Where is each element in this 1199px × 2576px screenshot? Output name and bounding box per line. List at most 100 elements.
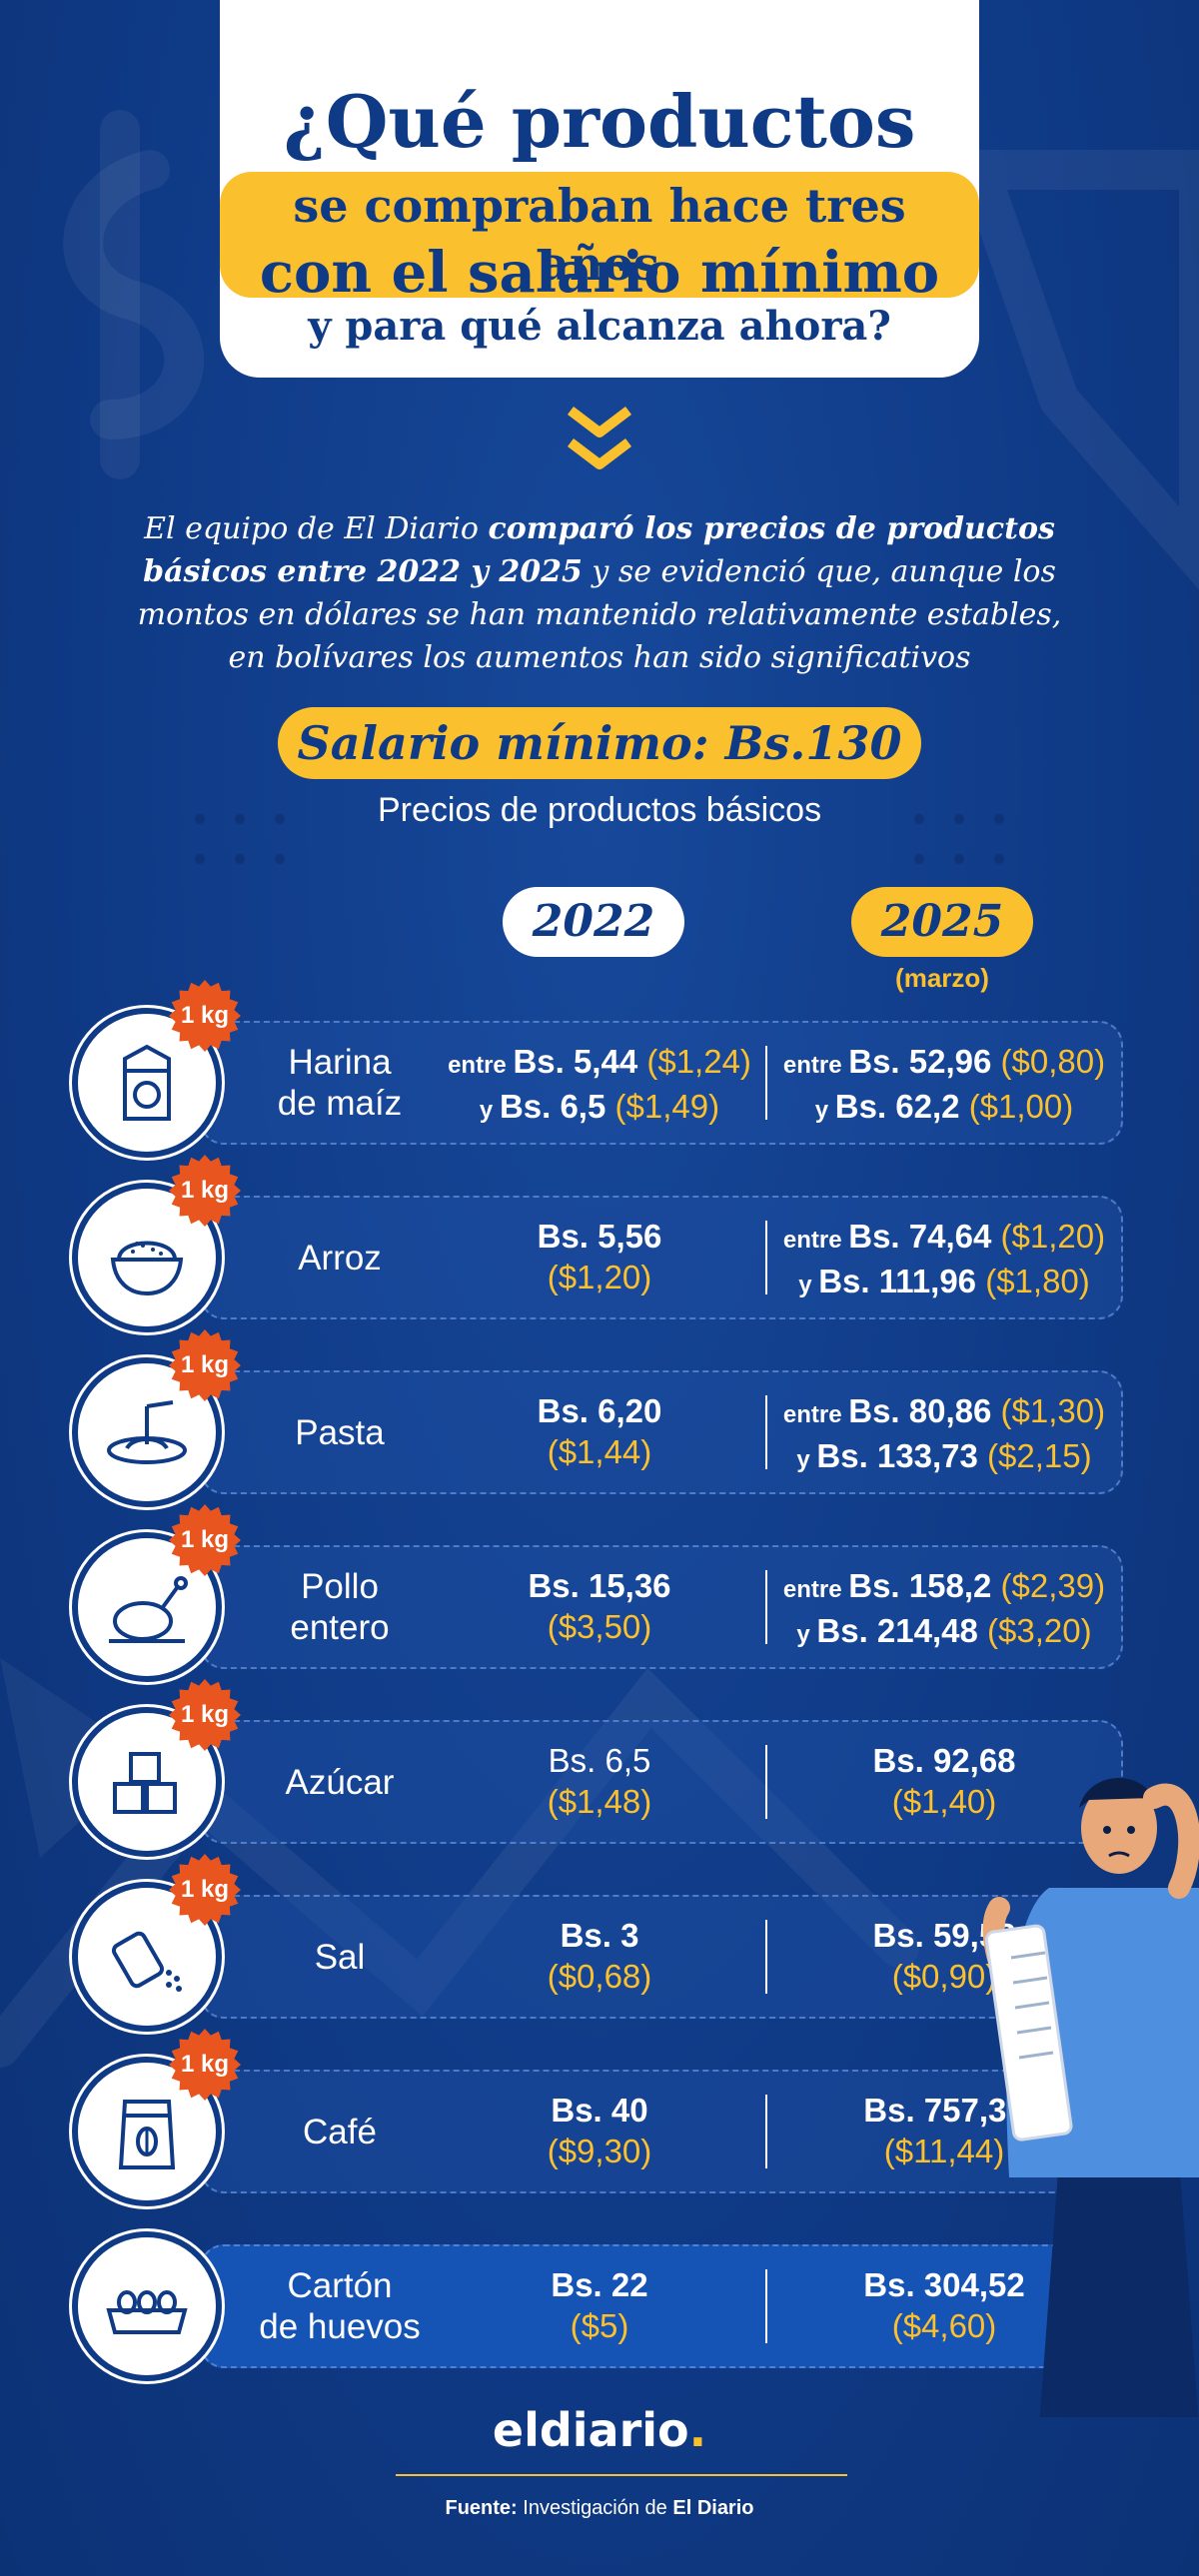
price-dollars: ($2,15) <box>987 1437 1092 1474</box>
price-2025: entre Bs. 158,2 ($2,39) y Bs. 214,48 ($3,… <box>769 1565 1119 1655</box>
price-bolivares: Bs. 757,32 <box>863 2092 1025 2129</box>
price-dollars: ($1,44) <box>547 1433 652 1470</box>
weight-badge: 1 kg <box>168 2028 242 2102</box>
price-bolivares: Bs. 111,96 <box>818 1263 977 1299</box>
price-2025: Bs. 304,52 ($4,60) <box>769 2264 1119 2346</box>
title-line-2-highlight: se compraban hace tres años <box>220 172 979 298</box>
rice-bowl-icon <box>110 1241 184 1296</box>
product-icon-circle <box>72 1357 222 1507</box>
source-label: Fuente: <box>445 2497 518 2519</box>
product-name: Arroz <box>240 1238 440 1279</box>
price-dollars: ($1,00) <box>968 1088 1074 1125</box>
footer-divider <box>396 2474 847 2476</box>
product-row <box>200 1545 1123 1669</box>
weight-badge: 1 kg <box>168 1503 242 1577</box>
product-name-line: de maíz <box>277 1084 403 1123</box>
price-bolivares: Bs. 52,96 <box>848 1043 992 1080</box>
title-card: ¿Qué productos se compraban hace tres añ… <box>220 0 979 378</box>
price-dollars: ($0,80) <box>1000 1043 1106 1080</box>
price-dollars: ($11,44) <box>883 2133 1005 2169</box>
badge-seal-icon <box>169 1329 241 1401</box>
price-bolivares: Bs. 6,5 <box>499 1088 606 1125</box>
column-divider <box>765 1046 767 1120</box>
price-line: ($1,20) <box>440 1257 759 1297</box>
price-2022: Bs. 6,20 ($1,44) <box>440 1390 759 1472</box>
product-row <box>200 1895 1123 2019</box>
price-line: entre Bs. 5,44 ($1,24) <box>440 1041 759 1086</box>
price-2022: Bs. 3 ($0,68) <box>440 1915 759 1997</box>
price-prefix: y <box>796 1446 817 1473</box>
year-2022-pill: 2022 <box>503 887 684 957</box>
price-line: Bs. 15,36 <box>440 1565 759 1606</box>
price-2022: Bs. 15,36 ($3,50) <box>440 1565 759 1647</box>
price-line: Bs. 6,20 <box>440 1390 759 1431</box>
product-name: Sal <box>240 1937 440 1978</box>
price-prefix: y <box>479 1097 500 1124</box>
price-dollars: ($0,68) <box>547 1958 652 1995</box>
price-dollars: ($3,20) <box>987 1612 1092 1649</box>
product-name-line: Azúcar <box>285 1762 395 1802</box>
eldiario-logo: eldiario. <box>0 2403 1199 2457</box>
price-line: ($1,48) <box>440 1781 759 1822</box>
price-line: ($9,30) <box>440 2131 759 2171</box>
price-2022: entre Bs. 5,44 ($1,24) y Bs. 6,5 ($1,49) <box>440 1041 759 1131</box>
price-line: entre Bs. 74,64 ($1,20) <box>769 1216 1119 1261</box>
product-name-line: Arroz <box>298 1238 382 1278</box>
coffee-bag-icon <box>118 2100 176 2169</box>
section-subtitle: Precios de productos básicos <box>377 791 822 829</box>
weight-badge-label: 1 kg <box>180 1526 230 1553</box>
price-line: ($0,68) <box>440 1956 759 1997</box>
price-dollars: ($4,60) <box>891 2307 997 2344</box>
product-name-line: de huevos <box>259 2307 421 2346</box>
weight-badge-label: 1 kg <box>180 2051 230 2078</box>
price-line: ($0,90) <box>769 1956 1119 1997</box>
weight-badge: 1 kg <box>168 979 242 1053</box>
price-bolivares: Bs. 62,2 <box>834 1088 960 1125</box>
product-icon-circle <box>72 1008 222 1158</box>
price-dollars: ($1,49) <box>614 1088 720 1125</box>
egg-carton-icon <box>106 2290 188 2334</box>
price-bolivares: Bs. 5,56 <box>537 1218 662 1255</box>
price-dollars: ($2,39) <box>1000 1567 1106 1604</box>
price-line: ($11,44) <box>769 2131 1119 2171</box>
year-2025-note: (marzo) <box>895 963 989 993</box>
product-row <box>200 1370 1123 1494</box>
sugar-cubes-icon <box>113 1752 177 1814</box>
weight-badge: 1 kg <box>168 1678 242 1752</box>
price-2022: Bs. 22 ($5) <box>440 2264 759 2346</box>
price-2022: Bs. 40 ($9,30) <box>440 2090 759 2171</box>
badge-seal-icon <box>169 1155 241 1227</box>
minimum-wage-badge: Salario mínimo: Bs.130 <box>277 707 922 779</box>
price-line: y Bs. 6,5 ($1,49) <box>440 1086 759 1131</box>
price-line: y Bs. 133,73 ($2,15) <box>769 1435 1119 1480</box>
price-line: Bs. 40 <box>440 2090 759 2131</box>
price-prefix: entre <box>782 1576 849 1603</box>
price-bolivares: Bs. 158,2 <box>848 1567 992 1604</box>
price-dollars: ($5) <box>570 2307 629 2344</box>
price-line: Bs. 92,68 <box>769 1740 1119 1781</box>
pasta-plate-icon <box>107 1400 187 1464</box>
price-line: Bs. 3 <box>440 1915 759 1956</box>
product-name: Pollo entero <box>240 1566 440 1648</box>
price-line: y Bs. 62,2 ($1,00) <box>769 1086 1119 1131</box>
product-name: Cartón de huevos <box>240 2265 440 2347</box>
badge-seal-icon <box>169 1504 241 1576</box>
weight-badge-label: 1 kg <box>180 1701 230 1728</box>
column-divider <box>765 2095 767 2168</box>
product-name: Pasta <box>240 1412 440 1453</box>
product-name: Azúcar <box>240 1762 440 1803</box>
logo-dot: . <box>688 2403 707 2457</box>
badge-seal-icon <box>169 1679 241 1751</box>
column-divider <box>765 1570 767 1644</box>
title-line-4: y para qué alcanza ahora? <box>308 303 891 350</box>
year-2025-pill: 2025 <box>851 887 1033 957</box>
weight-badge-label: 1 kg <box>180 1351 230 1378</box>
intro-paragraph: El equipo de El Diario comparó los preci… <box>120 507 1079 679</box>
price-line: ($1,40) <box>769 1781 1119 1822</box>
product-name-line: Harina <box>288 1043 392 1082</box>
price-line: y Bs. 214,48 ($3,20) <box>769 1610 1119 1655</box>
product-icon-circle <box>72 2231 222 2381</box>
column-divider <box>765 1221 767 1294</box>
price-dollars: ($1,30) <box>1000 1392 1106 1429</box>
price-dollars: ($3,50) <box>547 1608 652 1645</box>
